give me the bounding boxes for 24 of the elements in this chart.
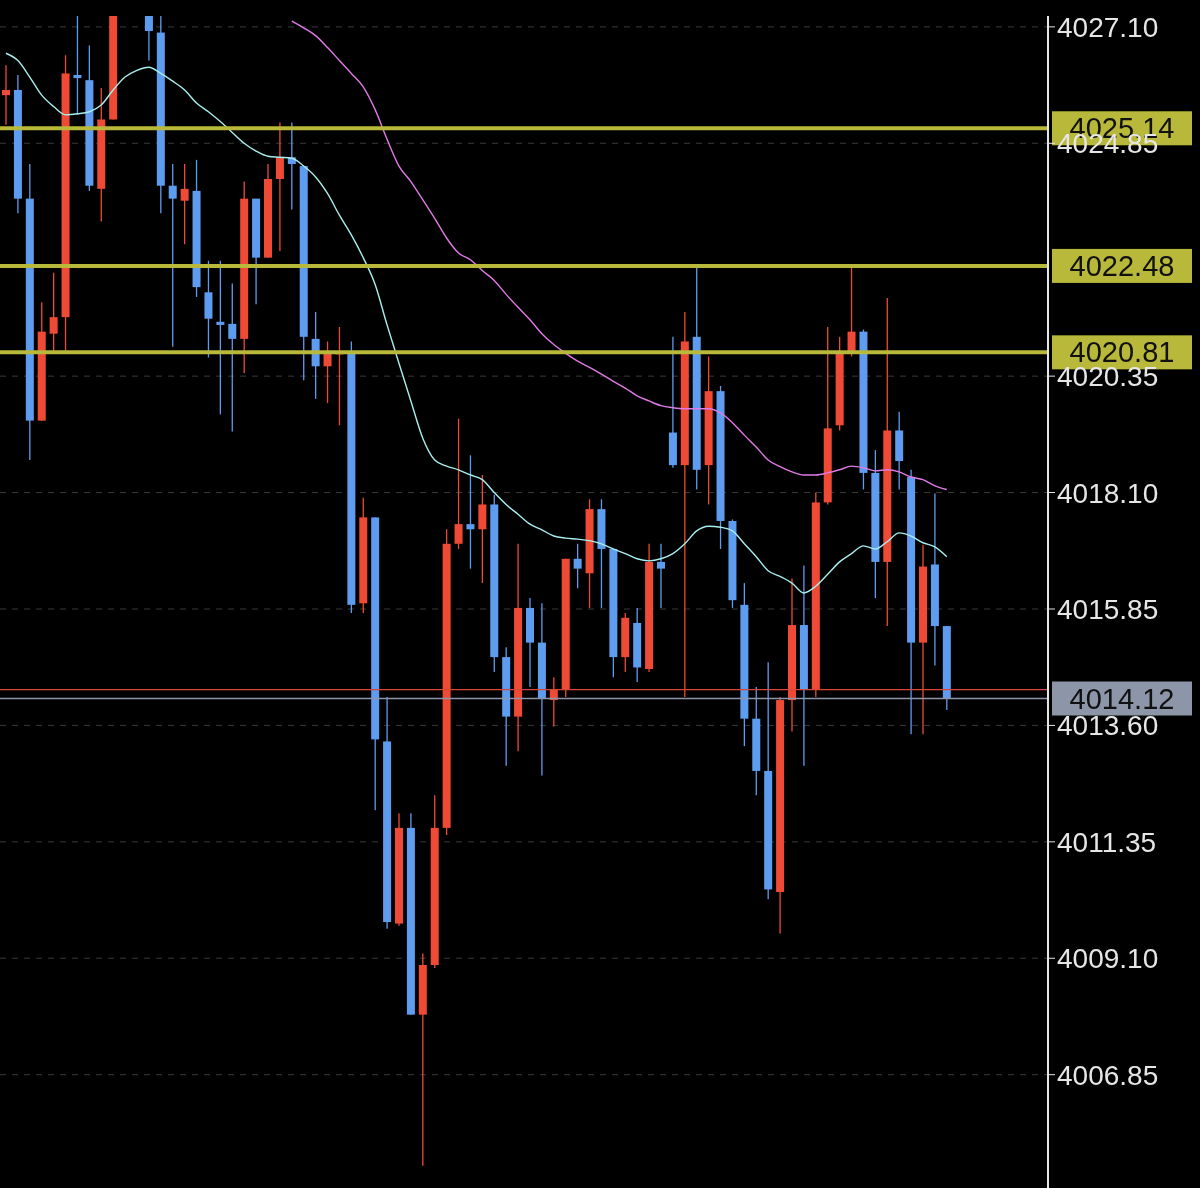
y-tick-label: 4011.35 <box>1057 826 1157 858</box>
candlestick <box>49 272 58 352</box>
candlestick <box>73 16 82 116</box>
line-series <box>5 52 948 594</box>
candlestick <box>180 163 189 245</box>
y-tick-label: 4006.85 <box>1057 1059 1159 1091</box>
y-tick-label: 4015.85 <box>1057 593 1159 625</box>
candlestick <box>168 163 177 348</box>
candlestick <box>144 16 153 62</box>
candlestick <box>657 543 665 609</box>
candlestick <box>847 266 856 358</box>
candlestick <box>454 417 463 550</box>
candlestick <box>228 282 237 433</box>
candlestick <box>466 454 475 570</box>
candlestick <box>275 121 284 252</box>
y-tick-label: 4009.10 <box>1057 943 1159 975</box>
candlestick <box>2 64 10 126</box>
ref-line-label: 4022.48 <box>1069 249 1175 282</box>
y-tick-label: 4020.35 <box>1057 361 1159 393</box>
line-series <box>291 20 948 491</box>
candlestick <box>216 260 225 416</box>
candlestick <box>573 543 582 589</box>
y-tick-label: 4027.10 <box>1057 11 1159 43</box>
y-tick-label: 4018.10 <box>1057 477 1159 509</box>
